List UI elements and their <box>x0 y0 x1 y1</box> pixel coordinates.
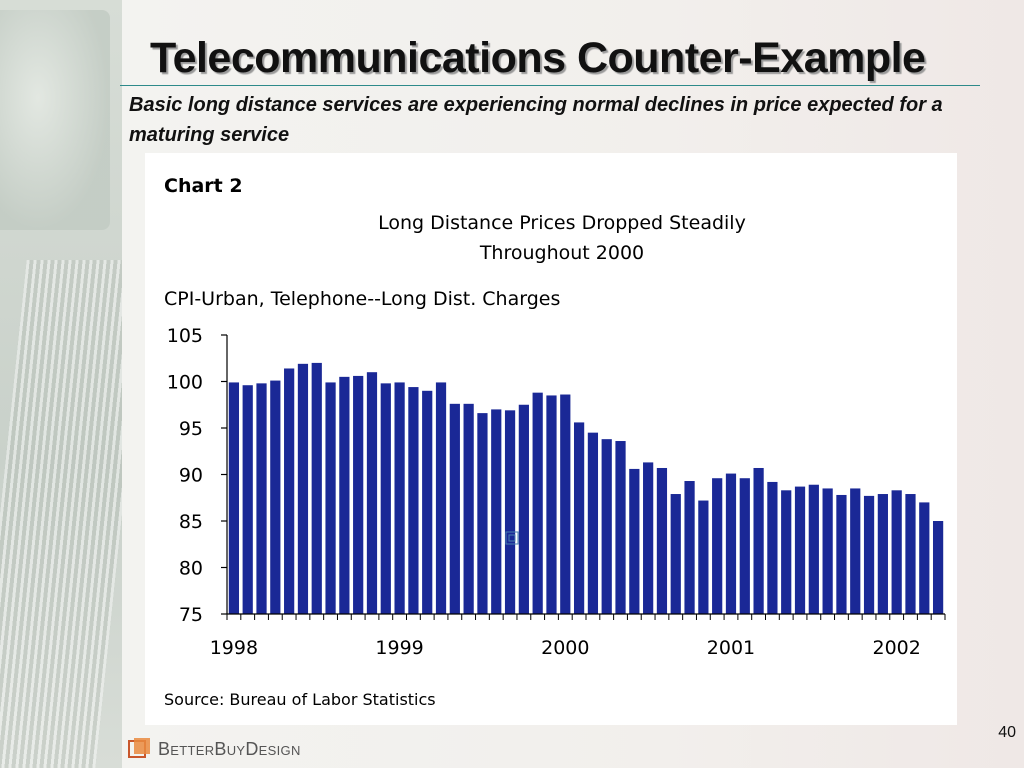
bar <box>297 363 309 614</box>
bar <box>629 468 640 614</box>
bar <box>932 521 944 614</box>
bar <box>504 410 516 614</box>
y-tick-label: 95 <box>179 418 203 440</box>
bar <box>491 409 502 614</box>
bar <box>518 404 529 614</box>
bar <box>242 385 253 614</box>
page-number: 40 <box>998 724 1016 741</box>
bar <box>725 473 737 614</box>
y-tick-label: 80 <box>179 558 203 580</box>
bar <box>836 494 847 614</box>
y-tick-label: 105 <box>167 325 203 347</box>
bar <box>532 392 543 614</box>
y-axis-label: CPI-Urban, Telephone--Long Dist. Charges <box>164 288 560 310</box>
title-divider <box>120 85 980 86</box>
bar <box>643 462 654 614</box>
bar <box>380 383 391 614</box>
y-axis: 75 80 85 90 95 100 105 <box>167 325 228 626</box>
bar <box>905 494 916 614</box>
bar <box>573 422 585 614</box>
building-image <box>0 260 122 768</box>
x-axis: 1998 1999 2000 2001 2002 <box>210 613 946 659</box>
bar <box>408 387 419 614</box>
company-logo: BetterBuyDesign <box>128 734 301 764</box>
bar <box>891 490 902 614</box>
y-tick-label: 75 <box>179 604 203 626</box>
bar <box>477 413 488 614</box>
bar <box>353 375 364 614</box>
y-tick-label: 85 <box>179 511 203 533</box>
bar <box>256 383 267 614</box>
x-tick-label: 2001 <box>707 637 755 659</box>
logo-icon <box>128 738 152 760</box>
bar <box>822 488 833 614</box>
slide-subtitle: Basic long distance services are experie… <box>129 94 943 146</box>
bar <box>587 432 599 614</box>
bar <box>615 441 626 614</box>
banknote-image <box>0 10 110 230</box>
bar <box>422 390 433 614</box>
bar <box>601 439 612 614</box>
chart-title-line1: Long Distance Prices Dropped Steadily <box>378 212 746 234</box>
bar <box>753 467 764 614</box>
x-tick-label: 2000 <box>541 637 589 659</box>
bar <box>270 380 281 614</box>
bar <box>311 362 322 614</box>
bar <box>325 382 336 614</box>
bar <box>228 382 240 614</box>
y-tick-label: 90 <box>179 465 203 487</box>
y-tick-label: 100 <box>167 372 203 394</box>
slide-title: Telecommunications Counter-Example <box>150 34 926 82</box>
bar <box>684 481 695 614</box>
bar <box>712 478 723 614</box>
bar <box>284 368 295 614</box>
bar <box>794 486 806 614</box>
left-decoration <box>0 0 122 768</box>
bar <box>394 382 405 614</box>
x-tick-label: 1999 <box>375 637 423 659</box>
bar <box>560 394 571 614</box>
placeholder-icon <box>505 531 519 545</box>
bar <box>767 481 778 614</box>
bar <box>808 484 819 614</box>
bar <box>656 467 668 614</box>
bar <box>919 502 930 614</box>
chart-source: Source: Bureau of Labor Statistics <box>164 690 436 709</box>
chart-panel: Chart 2 Long Distance Prices Dropped Ste… <box>145 153 957 725</box>
bar <box>670 494 681 614</box>
bar <box>781 490 792 614</box>
bar <box>463 403 474 614</box>
chart-title-line2: Throughout 2000 <box>479 242 644 264</box>
logo-text: BetterBuyDesign <box>158 738 301 759</box>
bar <box>546 395 557 614</box>
bar-series <box>228 362 944 614</box>
chart-label: Chart 2 <box>164 175 243 197</box>
bar <box>449 403 460 614</box>
bar <box>698 500 709 614</box>
x-tick-label: 2002 <box>872 637 920 659</box>
bar <box>850 488 861 614</box>
bar <box>739 478 750 614</box>
bar <box>863 495 875 614</box>
bar <box>435 382 447 614</box>
bar <box>877 494 888 614</box>
bar-chart: Chart 2 Long Distance Prices Dropped Ste… <box>164 175 946 709</box>
bar <box>339 376 350 614</box>
bar <box>366 372 378 614</box>
x-tick-label: 1998 <box>210 637 258 659</box>
